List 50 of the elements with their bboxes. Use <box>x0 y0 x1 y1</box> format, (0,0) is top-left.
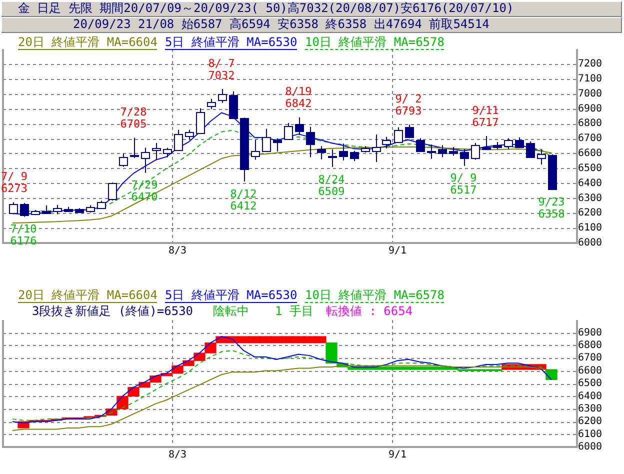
text: 5日 終値平滑 MA=6530 <box>165 288 298 303</box>
y-tick-label: 7100 <box>578 73 602 84</box>
y-tick-label: 6300 <box>578 192 602 204</box>
y-tick-label: 6700 <box>578 352 602 364</box>
y-tick-label: 6600 <box>578 365 602 376</box>
chart-title: 金 日足 先限 期間20/07/09～20/09/23( 50)高7032(20/08/07)安6176(20/07/10) <box>18 1 514 15</box>
y-tick-label: 6600 <box>578 148 602 160</box>
annotation: 9/ 2 6793 <box>395 92 422 118</box>
y-tick-label: 7000 <box>578 88 602 100</box>
y-tick-label: 6000 <box>578 238 602 249</box>
text: 転換値 : 6654 <box>326 304 413 318</box>
annotation: 9/ 9 6517 <box>450 172 477 197</box>
annotation: 7/10 6176 <box>10 222 37 248</box>
text: 10日 終値平滑 MA=6578 <box>305 288 444 303</box>
y-tick-label: 6400 <box>578 178 602 189</box>
y-tick-label: 7200 <box>578 58 602 70</box>
annotation: 9/23 6358 <box>538 195 565 220</box>
annotation: 8/12 6412 <box>230 187 257 212</box>
x-tick-label: 9/1 <box>388 450 407 461</box>
y-tick-label: 6400 <box>578 390 602 402</box>
y-tick-label: 6900 <box>578 103 602 114</box>
y-tick-label: 6500 <box>578 378 602 390</box>
annotation: 8/19 6842 <box>285 85 312 110</box>
annotation: 8/ 7 7032 <box>208 56 235 82</box>
text: 陰転中 <box>213 304 249 318</box>
text: 3段抜き新値足 (終値)=6530 <box>32 304 194 318</box>
y-tick-label: 6800 <box>578 340 602 351</box>
y-tick-label: 6300 <box>578 403 602 414</box>
y-tick-label: 6200 <box>578 208 602 219</box>
y-tick-label: 6200 <box>578 416 602 428</box>
text: 20日 終値平滑 MA=6604 <box>18 35 158 50</box>
y-tick-label: 6100 <box>578 222 602 234</box>
annotation: 7/28 6705 <box>120 106 147 131</box>
x-tick-label: 9/1 <box>388 246 407 257</box>
y-tick-label: 6900 <box>578 327 602 338</box>
annotation: 7/ 9 6273 <box>0 170 28 196</box>
x-tick-label: 8/3 <box>168 246 187 257</box>
x-tick-label: 8/3 <box>168 450 187 461</box>
y-tick-label: 6000 <box>578 442 602 453</box>
y-tick-label: 6700 <box>578 133 602 144</box>
y-tick-label: 6500 <box>578 162 602 174</box>
y-tick-label: 6100 <box>578 428 602 440</box>
text: 5日 終値平滑 MA=6530 <box>165 35 298 50</box>
text: 20日 終値平滑 MA=6604 <box>18 288 158 303</box>
text: 1 手目 <box>275 304 314 318</box>
chart-subtitle: 20/09/23 21/08 始6587 高6594 安6358 終6358 出47694 前取54514 <box>73 17 490 31</box>
annotation: 9/11 6717 <box>472 104 499 129</box>
text: 10日 終値平滑 MA=6578 <box>305 35 444 50</box>
annotation: 8/24 6509 <box>318 172 346 198</box>
y-tick-label: 6800 <box>578 118 602 130</box>
